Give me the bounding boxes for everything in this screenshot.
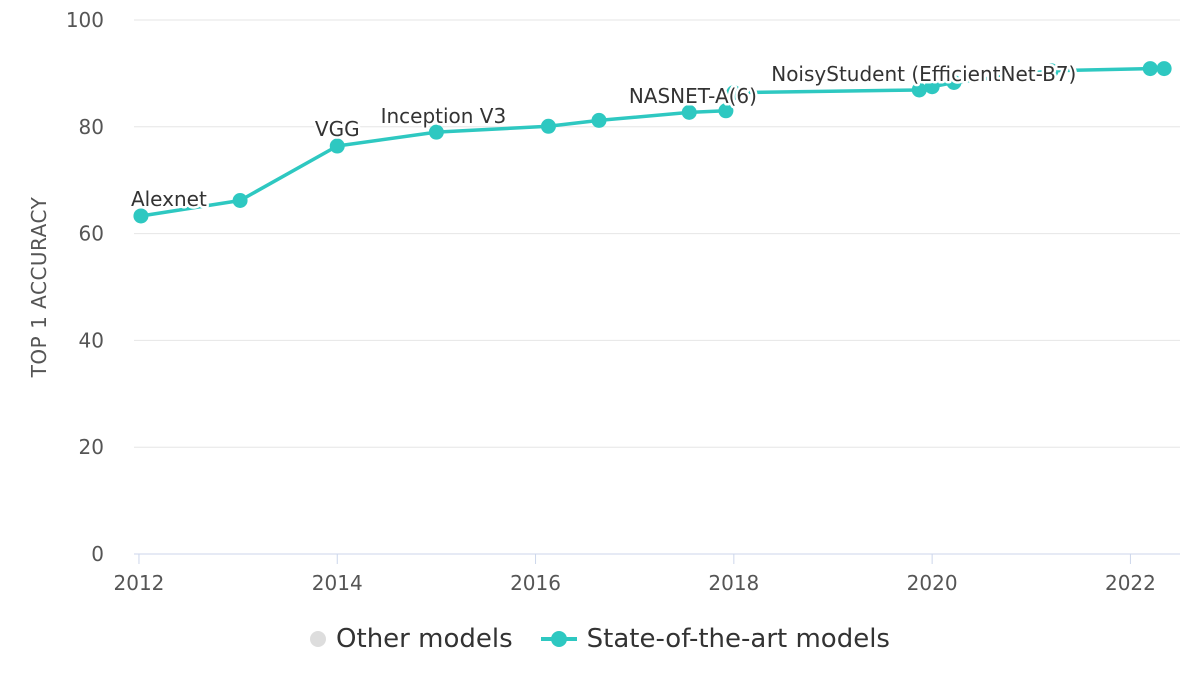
x-tick-label: 2012 [114,571,165,595]
legend-item-other-models[interactable]: Other models [310,624,513,654]
x-axis: 2012 2014 2016 2018 2020 2022 [114,553,1180,595]
point-annotation: Inception V3 [381,104,507,128]
series-state-of-the-art [133,61,1172,224]
data-point[interactable] [133,208,149,224]
gridlines [134,19,1180,448]
data-point[interactable] [911,82,927,98]
point-annotation: Alexnet [131,187,207,211]
legend-marker-sota-models [540,631,577,647]
x-tick-label: 2020 [907,571,958,595]
data-point[interactable] [718,103,734,119]
data-point[interactable] [1156,61,1172,77]
data-point[interactable] [726,85,742,101]
y-tick-label: 20 [79,435,104,459]
x-tick-label: 2018 [708,571,759,595]
x-tick-label: 2016 [510,571,561,595]
accuracy-chart: 2012 2014 2016 2018 2020 2022 0 20 40 60 80 100 TO… [27,8,1180,595]
data-point[interactable] [924,79,940,95]
y-tick-label: 60 [79,222,104,246]
data-point[interactable] [540,118,556,134]
y-axis: 0 20 40 60 80 100 [66,8,104,566]
data-point[interactable] [329,138,345,154]
data-point[interactable] [591,112,607,128]
legend-marker-other-models [310,631,327,647]
data-point[interactable] [428,124,444,140]
point-annotation: VGG [315,117,360,141]
y-tick-label: 40 [79,328,104,352]
legend: Other models State-of-the-art models [0,624,1200,654]
x-tick-label: 2014 [312,571,363,595]
data-point[interactable] [1142,61,1158,77]
legend-item-sota-models[interactable]: State-of-the-art models [540,624,890,654]
point-annotation: NoisyStudent (EfficientNet-B7) [771,62,1076,86]
data-point[interactable] [232,192,248,208]
y-tick-label: 0 [91,542,104,566]
legend-label-sota-models: State-of-the-art models [586,624,890,654]
data-point[interactable] [681,104,697,120]
y-tick-label: 100 [66,8,104,32]
point-annotations: Alexnet VGG Inception V3 NASNET-A(6) NoisySt… [128,59,1078,213]
y-axis-title: TOP 1 ACCURACY [27,196,51,378]
y-tick-label: 80 [79,115,104,139]
data-point[interactable] [1043,63,1059,79]
legend-label-other-models: Other models [336,624,513,654]
point-annotation: NASNET-A(6) [629,84,757,108]
data-point[interactable] [946,74,962,90]
x-tick-label: 2022 [1105,571,1156,595]
